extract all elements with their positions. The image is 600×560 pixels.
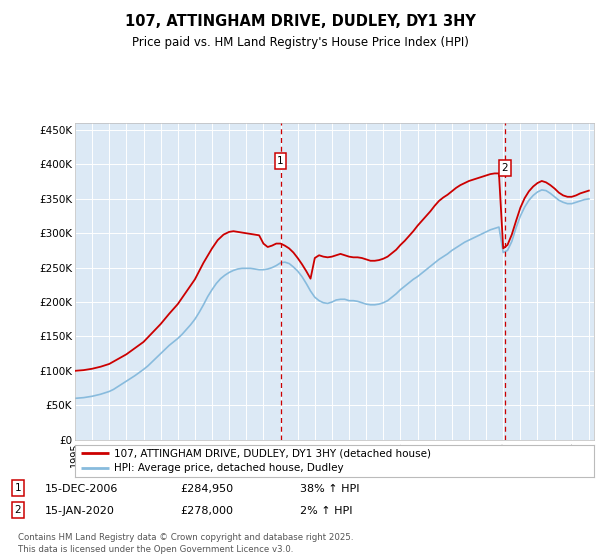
Text: 2: 2 — [14, 505, 22, 515]
Text: Price paid vs. HM Land Registry's House Price Index (HPI): Price paid vs. HM Land Registry's House … — [131, 36, 469, 49]
Text: 1: 1 — [14, 483, 22, 493]
Text: 2: 2 — [501, 163, 508, 173]
Text: 2% ↑ HPI: 2% ↑ HPI — [300, 506, 353, 516]
Text: 38% ↑ HPI: 38% ↑ HPI — [300, 484, 359, 494]
Text: HPI: Average price, detached house, Dudley: HPI: Average price, detached house, Dudl… — [114, 463, 344, 473]
Text: 107, ATTINGHAM DRIVE, DUDLEY, DY1 3HY: 107, ATTINGHAM DRIVE, DUDLEY, DY1 3HY — [125, 14, 475, 29]
Text: Contains HM Land Registry data © Crown copyright and database right 2025.
This d: Contains HM Land Registry data © Crown c… — [18, 533, 353, 554]
Text: 15-JAN-2020: 15-JAN-2020 — [45, 506, 115, 516]
Text: £284,950: £284,950 — [180, 484, 233, 494]
Text: 1: 1 — [277, 156, 284, 166]
Text: 107, ATTINGHAM DRIVE, DUDLEY, DY1 3HY (detached house): 107, ATTINGHAM DRIVE, DUDLEY, DY1 3HY (d… — [114, 449, 431, 459]
Text: 15-DEC-2006: 15-DEC-2006 — [45, 484, 118, 494]
Text: £278,000: £278,000 — [180, 506, 233, 516]
